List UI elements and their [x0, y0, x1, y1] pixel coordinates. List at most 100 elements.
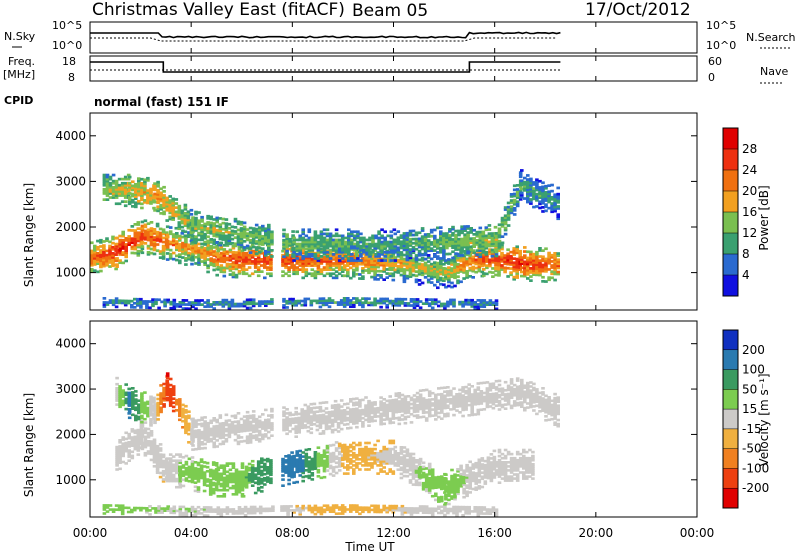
heatmap-cell — [253, 249, 258, 253]
heatmap-cell — [208, 487, 213, 490]
heatmap-cell — [181, 470, 186, 473]
heatmap-cell — [152, 442, 157, 446]
heatmap-cell — [433, 238, 437, 242]
heatmap-cell — [194, 262, 198, 265]
heatmap-cell — [349, 458, 353, 461]
heatmap-cell — [242, 227, 247, 231]
heatmap-cell — [222, 252, 227, 255]
heatmap-cell — [161, 230, 166, 234]
heatmap-cell — [423, 243, 428, 247]
heatmap-cell — [427, 489, 432, 492]
heatmap-cell — [423, 239, 428, 242]
heatmap-cell — [420, 263, 425, 266]
heatmap-cell — [236, 222, 241, 226]
heatmap-cell — [287, 454, 291, 457]
heatmap-cell — [405, 242, 410, 245]
heatmap-cell — [251, 245, 256, 249]
heatmap-cell — [228, 254, 233, 258]
heatmap-cell — [301, 268, 305, 271]
heatmap-cell — [379, 263, 383, 267]
heatmap-cell — [102, 183, 107, 187]
heatmap-cell — [331, 264, 336, 267]
heatmap-cell — [503, 477, 508, 480]
heatmap-cell — [178, 259, 182, 263]
heatmap-cell — [433, 267, 437, 271]
heatmap-cell — [206, 250, 210, 253]
heatmap-cell — [465, 478, 469, 481]
heatmap-cell — [319, 238, 324, 242]
heatmap-cell — [206, 264, 210, 268]
heatmap-cell — [319, 464, 324, 467]
heatmap-cell — [535, 263, 539, 266]
heatmap-cell — [331, 455, 336, 459]
heatmap-cell — [550, 272, 554, 276]
heatmap-cell — [190, 464, 195, 467]
heatmap-cell — [388, 470, 392, 473]
heatmap-cell — [158, 449, 163, 452]
heatmap-cell — [105, 188, 110, 191]
heatmap-cell — [301, 479, 305, 483]
heatmap-cell — [509, 195, 514, 198]
heatmap-cell — [155, 453, 160, 456]
heatmap-cell — [177, 225, 182, 228]
heatmap-cell — [111, 260, 115, 263]
heatmap-cell — [319, 454, 324, 457]
heatmap-cell — [205, 484, 210, 487]
heatmap-cell — [342, 472, 347, 475]
heatmap-cell — [538, 267, 542, 271]
heatmap-cell — [368, 242, 372, 246]
heatmap-cell — [253, 473, 258, 476]
heatmap-cell — [105, 253, 109, 257]
heatmap-cell — [444, 497, 448, 501]
heatmap-cell — [264, 233, 268, 237]
heatmap-cell — [388, 439, 392, 443]
heatmap-cell — [212, 218, 216, 221]
heatmap-cell — [494, 465, 499, 468]
heatmap-cell — [380, 236, 384, 240]
heatmap-cell — [355, 466, 359, 469]
heatmap-cell — [178, 467, 183, 471]
heatmap-cell — [544, 191, 548, 194]
heatmap-cell — [146, 246, 151, 250]
heatmap-cell — [222, 472, 227, 476]
heatmap-cell — [111, 262, 115, 265]
heatmap-cell — [257, 238, 262, 242]
heatmap-cell — [171, 203, 175, 207]
heatmap-cell — [492, 449, 497, 453]
heatmap-cell — [215, 261, 219, 265]
heatmap-cell — [175, 453, 179, 456]
heatmap-cell — [497, 229, 502, 233]
heatmap-cell — [124, 253, 128, 257]
heatmap-cell — [436, 226, 440, 230]
heatmap-cell — [241, 258, 246, 261]
heatmap-cell — [448, 240, 452, 243]
heatmap-cell — [250, 256, 255, 259]
heatmap-cell — [462, 258, 466, 262]
heatmap-cell — [133, 251, 138, 255]
heatmap-cell — [102, 256, 106, 260]
nsearch-tick-high: 10^5 — [706, 19, 736, 32]
heatmap-cell — [269, 274, 273, 278]
heatmap-cell — [111, 252, 115, 255]
heatmap-cell — [143, 180, 147, 184]
heatmap-cell — [459, 478, 463, 482]
heatmap-cell — [440, 497, 444, 501]
heatmap-cell — [174, 210, 179, 214]
heatmap-cell — [402, 460, 407, 464]
heatmap-cell — [90, 261, 94, 265]
heatmap-cell — [154, 302, 158, 306]
heatmap-cell — [440, 495, 444, 499]
heatmap-cell — [478, 234, 483, 238]
heatmap-cell — [260, 258, 264, 261]
heatmap-cell — [447, 278, 451, 282]
heatmap-cell — [200, 242, 204, 246]
heatmap-cell — [211, 469, 216, 472]
heatmap-cell — [421, 473, 426, 477]
heatmap-cell — [208, 470, 213, 474]
heatmap-cell — [120, 181, 125, 185]
heatmap-cell — [127, 243, 131, 246]
heatmap-cell — [423, 276, 428, 279]
heatmap-cell — [102, 181, 107, 185]
heatmap-cell — [393, 268, 398, 272]
heatmap-cell — [373, 267, 377, 271]
